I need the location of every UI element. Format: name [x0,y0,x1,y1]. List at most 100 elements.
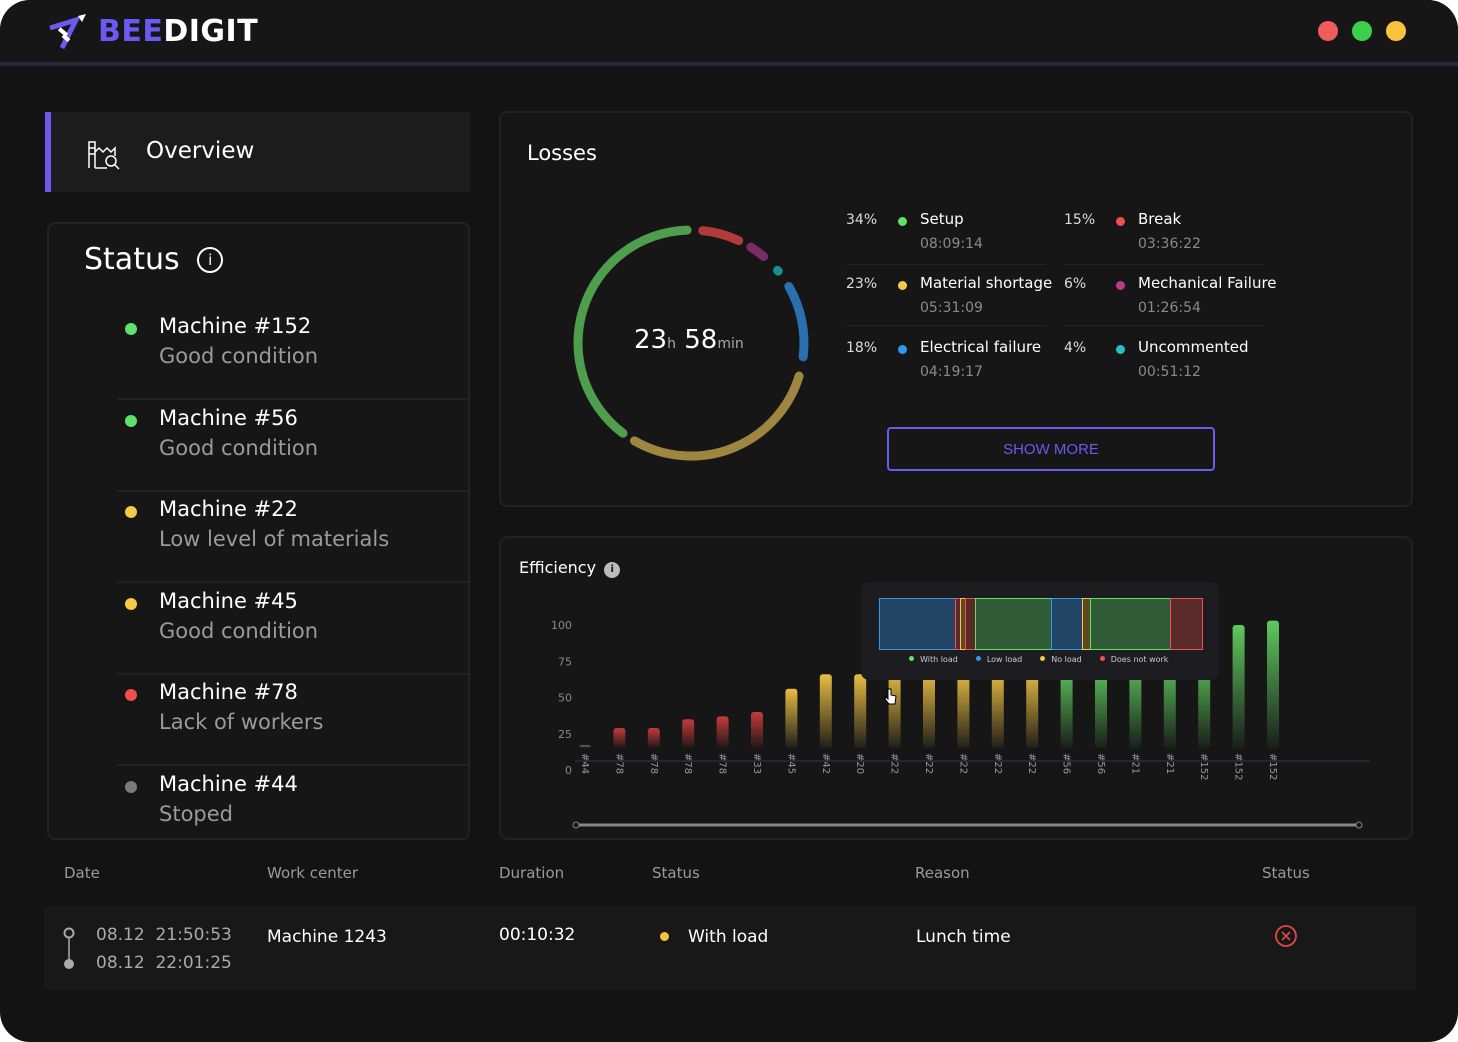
donut-segment-mechanical-failure [746,242,769,261]
loss-percent: 18% [846,340,878,356]
window-close-button[interactable] [1318,21,1338,41]
bar-#152[interactable] [1267,620,1279,748]
legend-dot [1116,345,1125,354]
loss-time: 08:09:14 [920,236,983,252]
machine-state: Good condition [159,618,319,643]
load-timeline-strip [879,598,1203,650]
legend-dot [898,281,907,290]
losses-donut-chart [573,225,809,461]
bar-#56[interactable] [1060,665,1073,748]
machine-state: Good condition [159,344,319,368]
x-tick-label: #78 [682,753,693,774]
bar-#22[interactable] [888,671,901,748]
bar-#45[interactable] [785,688,798,748]
tooltip-legend-item: Does not work [1099,655,1168,664]
x-tick-label: #42 [820,753,831,774]
x-tick-label: #78 [648,753,659,774]
bar-#22[interactable] [923,671,935,748]
divider [117,764,470,767]
status-dot [125,781,137,793]
machine-status-item[interactable]: Machine #45 Good condition [49,583,470,675]
timeline-segment [1082,598,1091,650]
y-tick-label: 50 [558,692,572,705]
range-slider-handle-start[interactable] [572,821,580,829]
bar-#44[interactable] [579,745,591,748]
machine-name: Machine #22 [159,497,298,522]
column-header[interactable]: Status [652,864,700,882]
loss-label: Mechanical Failure [1138,274,1277,292]
bar-#42[interactable] [819,674,832,748]
donut-segment-electrical-failure [784,282,809,362]
loss-time: 00:51:12 [1138,364,1201,380]
bar-#22[interactable] [957,671,970,748]
legend-dot [898,345,907,354]
loss-percent: 23% [846,276,878,292]
bar-#56[interactable] [1095,665,1107,748]
loss-label: Material shortage [920,274,1053,292]
legend-dot [1116,281,1125,290]
column-header[interactable]: Work center [267,864,359,882]
sidebar-item-overview[interactable]: Overview [45,112,470,192]
info-icon[interactable]: i [604,562,621,578]
close-circle-icon[interactable] [1274,924,1298,948]
bar-#78[interactable] [647,727,660,748]
column-header[interactable]: Reason [915,864,970,882]
divider [117,398,470,400]
window-maximize-button[interactable] [1352,21,1372,41]
row-status: With load [688,927,769,947]
machine-state: Stoped [159,802,233,826]
machine-status-item[interactable]: Machine #56 Good condition [49,400,470,492]
machine-name: Machine #44 [159,772,298,796]
bar-#78[interactable] [682,719,695,748]
y-tick-label: 0 [565,764,572,777]
status-dot [125,597,137,610]
x-tick-label: #22 [1026,753,1037,774]
machine-status-item[interactable]: Machine #152 Good condition [49,308,470,400]
status-panel: Status i Machine #152 Good condition Mac… [47,222,470,840]
column-header[interactable]: Date [64,864,100,882]
donut-segment-uncommented [773,265,783,276]
loss-time: 04:19:17 [920,364,983,380]
bar-#20[interactable] [854,674,867,748]
range-slider-handle-end[interactable] [1355,821,1363,829]
show-more-button[interactable]: SHOW MORE [887,427,1215,471]
bar-#78[interactable] [716,716,729,748]
timeline-segment [955,598,961,650]
bar-#21[interactable] [1129,659,1142,748]
header: BEEDIGIT [0,0,1458,66]
timeline-segment [960,598,966,650]
bar-#22[interactable] [991,671,1004,748]
tooltip-legend-item: No load [1040,655,1082,664]
loss-time: 03:36:22 [1138,236,1201,252]
column-header[interactable]: Duration [499,864,565,882]
x-tick-label: #22 [992,753,1003,774]
x-tick-label: #20 [854,753,865,774]
machine-status-item[interactable]: Machine #44 Stoped [49,766,470,858]
loss-percent: 6% [1064,276,1087,292]
donut-segment-break [698,226,744,246]
status-dot [660,932,669,941]
loss-percent: 15% [1064,212,1096,228]
bar-#33[interactable] [751,712,763,748]
window-minimize-button[interactable] [1386,21,1406,41]
status-title: Status i [84,242,224,277]
x-tick-label: #21 [1164,753,1175,774]
column-header[interactable]: Status [1262,864,1310,882]
machine-status-item[interactable]: Machine #78 Lack of workers [49,674,470,767]
brand-logo: BEEDIGIT [98,14,259,49]
info-icon[interactable]: i [197,247,224,273]
time-range-icon [63,927,75,969]
machine-status-item[interactable]: Machine #22 Low level of materials [49,491,470,584]
timeline-segment [1170,598,1203,650]
loss-percent: 4% [1064,340,1087,356]
end-time: 08.12 22:01:25 [96,953,232,973]
tooltip-legend-item: With load [909,655,958,664]
machine-name: Machine #56 [159,405,298,430]
duration: 00:10:32 [499,925,576,945]
table-row[interactable]: 08.12 21:50:53 08.12 22:01:25 Machine 12… [44,906,1416,990]
bar-#152[interactable] [1232,625,1245,748]
x-tick-label: #56 [1061,753,1072,774]
bar-#78[interactable] [613,727,626,748]
bar-#21[interactable] [1163,659,1176,748]
bar-#22[interactable] [1026,671,1039,748]
